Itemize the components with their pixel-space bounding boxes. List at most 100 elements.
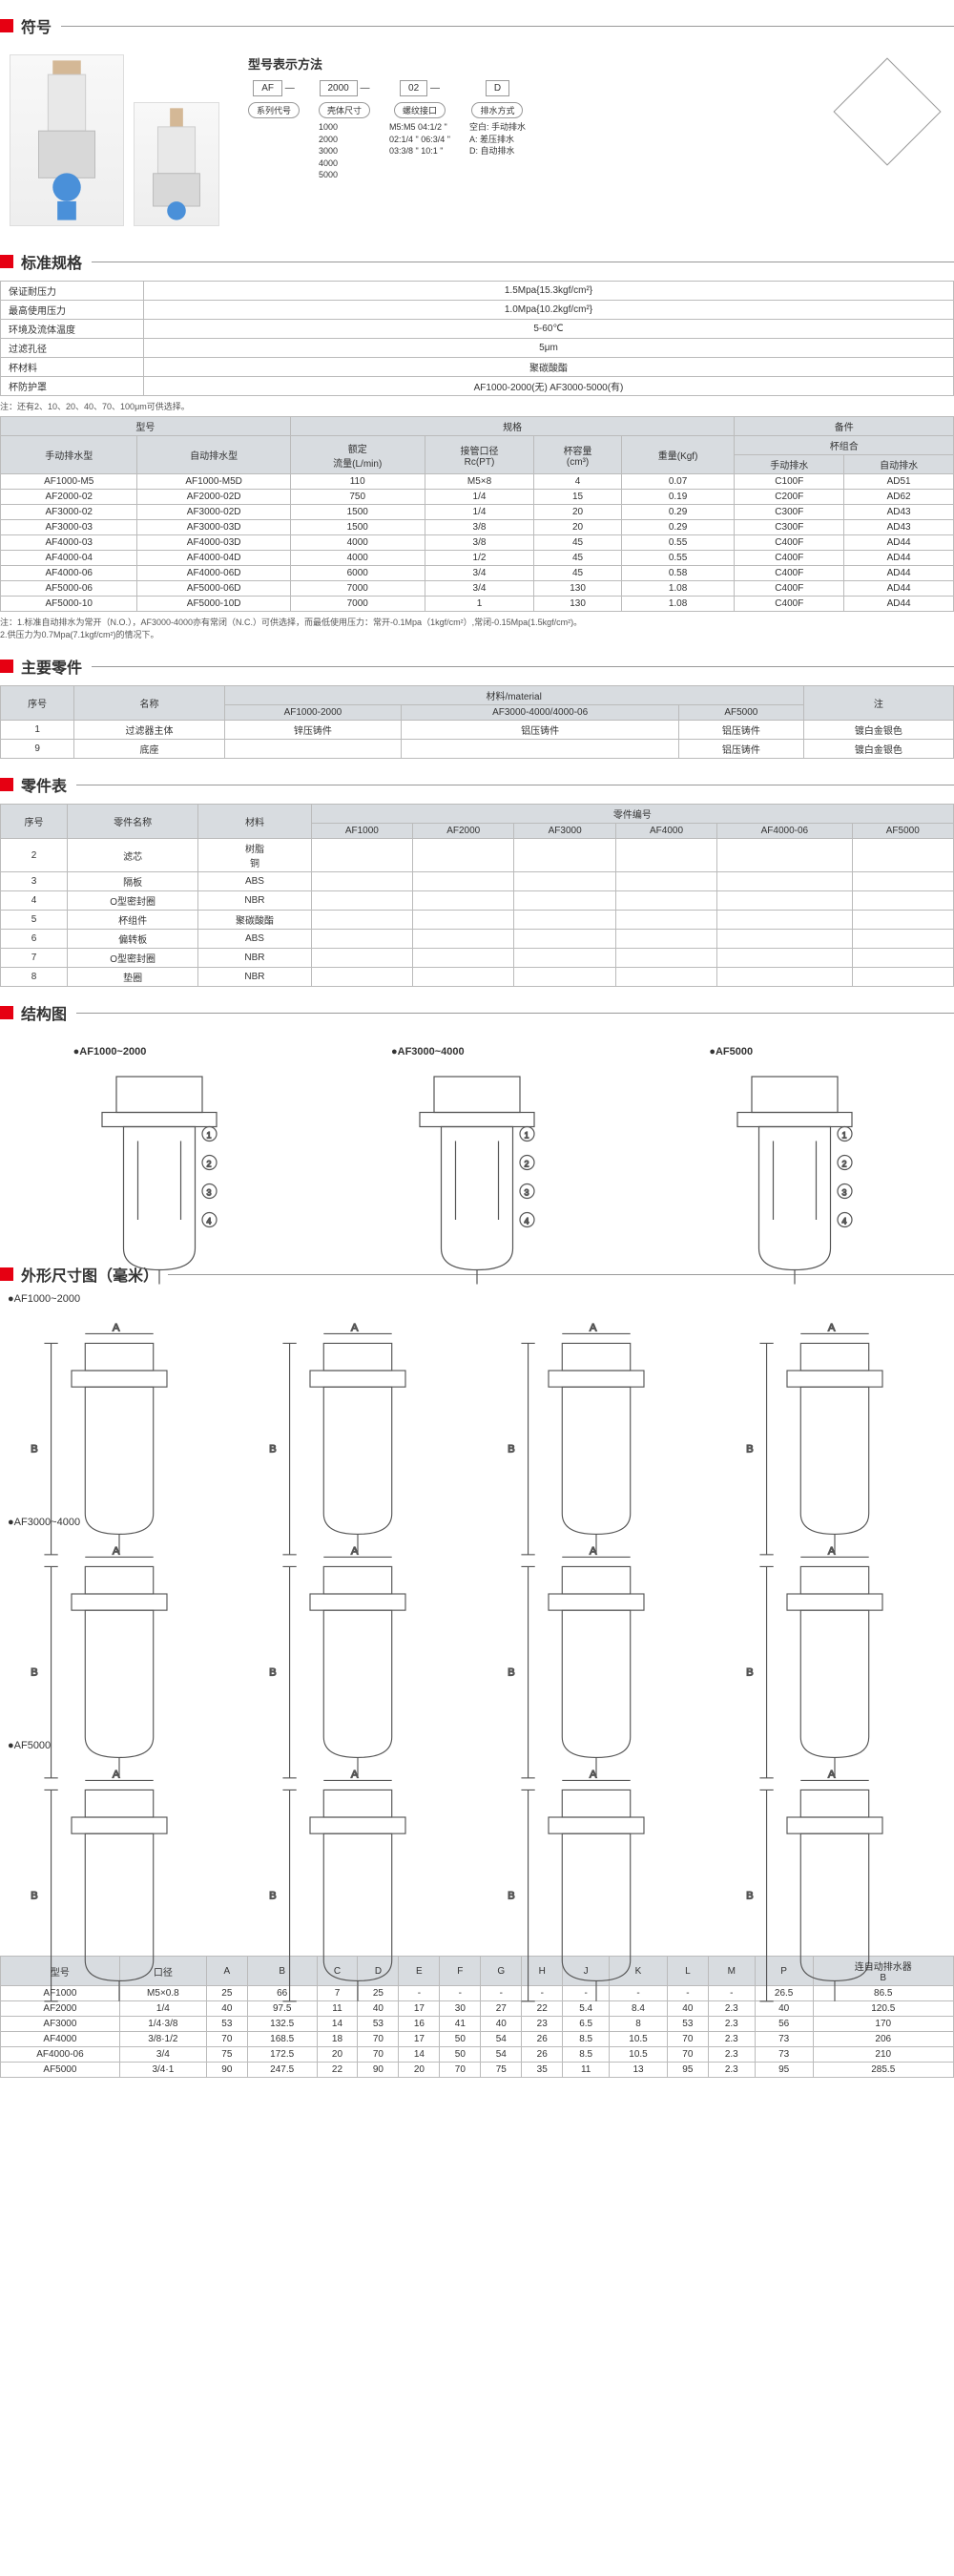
svg-text:B: B <box>508 1444 515 1456</box>
cell: 10.5 <box>610 2047 668 2063</box>
svg-text:1: 1 <box>524 1131 529 1141</box>
divider <box>76 1013 954 1014</box>
svg-text:4: 4 <box>206 1217 211 1226</box>
th: AF1000 <box>311 824 412 839</box>
cell <box>615 930 716 949</box>
cell: C200F <box>735 490 844 505</box>
th: 手动排水型 <box>1 436 137 474</box>
cell: 14 <box>399 2047 440 2063</box>
cell: 50 <box>440 2032 481 2047</box>
th: 注 <box>803 686 953 721</box>
cell: 底座 <box>74 740 224 759</box>
th: 接管口径 Rc(PT) <box>425 436 534 474</box>
cell: 滤芯 <box>68 839 198 872</box>
model-desc: 空白: 手动排水 A: 差压排水 D: 自动排水 <box>469 121 526 157</box>
table-row: 3隔板ABS <box>1 872 954 891</box>
cell: 70 <box>667 2047 708 2063</box>
cell: ABS <box>198 930 311 949</box>
th: 序号 <box>1 805 68 839</box>
red-marker <box>0 1267 13 1281</box>
cell: 铝压铸件 <box>402 721 679 740</box>
table-row: AF3000-02AF3000-02D15001/4200.29C300FAD4… <box>1 505 954 520</box>
cell <box>514 930 615 949</box>
cell: 6.5 <box>563 2017 610 2032</box>
cell <box>514 968 615 987</box>
model-item: 02 — 螺纹接口 M5:M5 04:1/2 " 02:1/4 " 06:3/4… <box>389 80 450 157</box>
spec-table: 保证耐压力1.5Mpa{15.3kgf/cm²}最高使用压力1.0Mpa{10.… <box>0 281 954 396</box>
cell: 10.5 <box>610 2032 668 2047</box>
spec-key: 环境及流体温度 <box>1 320 144 339</box>
cell: 隔板 <box>68 872 198 891</box>
cell: 3/4 <box>425 566 534 581</box>
mainparts-table: 序号 名称 材料/material 注 AF1000-2000 AF3000-4… <box>0 685 954 759</box>
cell: C400F <box>735 551 844 566</box>
cell: 3/8 <box>425 535 534 551</box>
dim-drawing: B A <box>24 1323 215 1495</box>
diagram: 1 2 3 4 <box>709 1062 881 1234</box>
cell: AF3000-03 <box>1 520 137 535</box>
cell: 3/4 <box>425 581 534 597</box>
cell: 1/4·3/8 <box>119 2017 206 2032</box>
dim-drawing: B A <box>262 1546 453 1718</box>
cell <box>413 911 514 930</box>
cell <box>514 911 615 930</box>
cell: 17 <box>399 2032 440 2047</box>
cell: 75 <box>206 2047 247 2063</box>
th: AF1000-2000 <box>224 705 402 721</box>
model-method-title: 型号表示方法 <box>248 54 801 73</box>
table-row: 环境及流体温度5-60℃ <box>1 320 954 339</box>
cell: 210 <box>813 2047 953 2063</box>
cell: 7 <box>1 949 68 968</box>
cell: 垫圈 <box>68 968 198 987</box>
model-note: 注：1.标准自动排水为常开（N.O.），AF3000-4000亦有常闭（N.C.… <box>0 616 954 640</box>
th: AF3000-4000/4000-06 <box>402 705 679 721</box>
cell <box>615 911 716 930</box>
cell: 95 <box>755 2063 813 2078</box>
top-content: 型号表示方法 AF — 系列代号 2000 — 壳体尺寸 1000 2000 3… <box>0 45 954 236</box>
cell: AD44 <box>844 551 954 566</box>
partslist-table: 序号 零件名称 材料 零件编号 AF1000 AF2000 AF3000 AF4… <box>0 804 954 987</box>
svg-text:A: A <box>590 1323 597 1334</box>
cell: 50 <box>440 2047 481 2063</box>
cell: AF2000-02 <box>1 490 137 505</box>
cell: 1/2 <box>425 551 534 566</box>
th: 序号 <box>1 686 74 721</box>
cell: 3/8 <box>425 520 534 535</box>
cell: 70 <box>440 2063 481 2078</box>
th: 规格 <box>290 417 735 436</box>
cell <box>717 891 852 911</box>
spec-key: 过滤孔径 <box>1 339 144 358</box>
table-header-row: 序号 零件名称 材料 零件编号 <box>1 805 954 824</box>
cell: 4000 <box>290 551 425 566</box>
spec-val: AF1000-2000(无) AF3000-5000(有) <box>144 377 954 396</box>
table-row: 杯防护罩AF1000-2000(无) AF3000-5000(有) <box>1 377 954 396</box>
dash: — <box>361 83 370 94</box>
table-row: AF40003/8·1/270168.51870175054268.510.57… <box>1 2032 954 2047</box>
cell: 2.3 <box>708 2063 755 2078</box>
cell <box>514 949 615 968</box>
table-row: AF4000-04AF4000-04D40001/2450.55C400FAD4… <box>1 551 954 566</box>
cell: 20 <box>534 505 621 520</box>
cell <box>413 949 514 968</box>
th: 自动排水 <box>844 455 954 474</box>
product-images <box>10 54 219 226</box>
svg-text:2: 2 <box>842 1160 847 1169</box>
cell: 树脂 铜 <box>198 839 311 872</box>
cell: C300F <box>735 520 844 535</box>
spec-key: 最高使用压力 <box>1 301 144 320</box>
th: AF4000 <box>615 824 716 839</box>
diagram-label: ●AF5000 <box>709 1046 881 1058</box>
cell <box>852 930 953 949</box>
svg-text:1: 1 <box>206 1131 211 1141</box>
cell: 杯组件 <box>68 911 198 930</box>
cell: AF3000-03D <box>137 520 290 535</box>
red-marker <box>0 255 13 268</box>
cell: 750 <box>290 490 425 505</box>
cell: AD62 <box>844 490 954 505</box>
dim-drawing: B A <box>739 1770 930 1941</box>
cell <box>514 872 615 891</box>
table-row: 过滤孔径5μm <box>1 339 954 358</box>
cell: AF1000-M5 <box>1 474 137 490</box>
th: 型号 <box>1 417 291 436</box>
svg-text:A: A <box>351 1770 359 1781</box>
